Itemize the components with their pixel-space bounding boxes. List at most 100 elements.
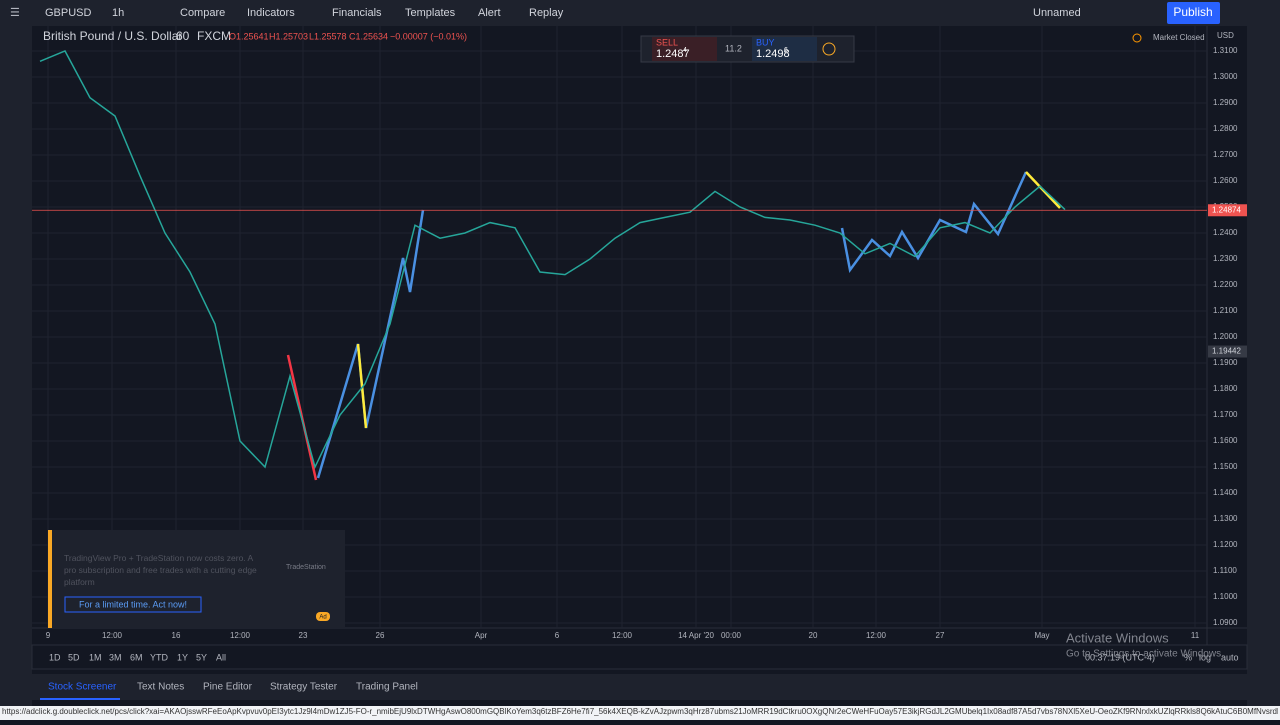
layout-name[interactable]: Unnamed [1033, 7, 1081, 19]
range-button[interactable]: 1D [49, 652, 61, 662]
sell-button[interactable] [652, 37, 717, 61]
toolbar-button[interactable]: Indicators [247, 7, 295, 19]
toolbar-button[interactable]: Replay [529, 7, 564, 19]
market-status: Market Closed [1153, 33, 1205, 42]
buy-label[interactable]: BUY [756, 37, 775, 47]
range-buttons: 1D 5D 1M 3M 6M YTD 1Y 5Y All [49, 652, 226, 662]
scale-option[interactable]: log [1199, 652, 1211, 662]
price-label: 1.1800 [1213, 384, 1238, 393]
left-toolbar [0, 26, 32, 706]
price-label: 1.2700 [1213, 150, 1238, 159]
grid [32, 26, 1207, 628]
toolbar-button[interactable]: Financials [332, 7, 382, 19]
tab[interactable]: Pine Editor [203, 682, 253, 693]
price-label: 1.1700 [1213, 410, 1238, 419]
time-label: 9 [46, 631, 51, 640]
range-button[interactable]: 1Y [177, 652, 188, 662]
price-label: 1.3100 [1213, 46, 1238, 55]
clock: 00:37:19 (UTC-4) [1085, 652, 1155, 662]
ad-brand: TradeStation [286, 564, 326, 571]
scale-option[interactable]: % [1184, 652, 1192, 662]
tab[interactable]: Stock Screener [48, 682, 117, 693]
range-button[interactable]: 5Y [196, 652, 207, 662]
tab[interactable]: Strategy Tester [270, 682, 338, 693]
menu-icon[interactable]: ☰ [10, 7, 20, 19]
spread: 11.2 [725, 43, 742, 53]
buy-pip[interactable]: 6 [784, 47, 788, 54]
legend-interval: 60 [176, 29, 190, 43]
crosshair-tag [1208, 345, 1247, 358]
time-label: 27 [936, 631, 945, 640]
ohlc: C1.25634 [349, 31, 388, 41]
price-label: 1.1900 [1213, 358, 1238, 367]
price-label: 1.1600 [1213, 436, 1238, 445]
range-bar [31, 644, 1248, 670]
instrument: British Pound / U.S. Dollar [43, 29, 182, 43]
range-button[interactable]: 3M [109, 652, 122, 662]
price-label: 1.2800 [1213, 124, 1238, 133]
time-label: 16 [172, 631, 181, 640]
sell-label[interactable]: SELL [656, 37, 678, 47]
drawing [316, 209, 425, 479]
time-label: 12:00 [866, 631, 887, 640]
range-button[interactable]: All [216, 652, 226, 662]
time-label: 20 [809, 631, 818, 640]
symbol[interactable]: GBPUSD [45, 7, 92, 19]
range-button[interactable]: YTD [150, 652, 169, 662]
toolbar-button[interactable]: Alert [478, 7, 501, 19]
legend-source: FXCM [197, 29, 231, 43]
sell-price[interactable]: 1.2487 [656, 48, 690, 60]
price-label: 1.2200 [1213, 280, 1238, 289]
price-label: 1.0900 [1213, 618, 1238, 627]
plot [32, 50, 1207, 470]
price-label: 1.1000 [1213, 592, 1238, 601]
ad-text-box: TradingView Pro + TradeStation now costs… [64, 553, 257, 587]
ad-button-label[interactable]: For a limited time. Act now! [79, 599, 187, 609]
price-label: 1.3000 [1213, 72, 1238, 81]
price-label: 1.2400 [1213, 228, 1238, 237]
tab[interactable]: Trading Panel [356, 682, 418, 693]
crosshair-label: 1.19442 [1212, 347, 1241, 356]
publish-button[interactable] [1167, 2, 1220, 24]
scale-option[interactable]: auto [1221, 652, 1239, 662]
price-label: 1.2100 [1213, 306, 1238, 315]
status-icon [1132, 33, 1142, 43]
drawing [356, 343, 368, 429]
interval[interactable]: 1h [112, 7, 124, 19]
toolbar-buttons: Compare Indicators Financials Templates Aler… [180, 7, 564, 19]
time-label: 6 [555, 631, 560, 640]
price-label: 1.1300 [1213, 514, 1238, 523]
drawing [840, 171, 1028, 274]
sell-pip[interactable]: 4 [683, 47, 687, 54]
time-label: 12:00 [230, 631, 251, 640]
buy-button[interactable] [752, 37, 817, 61]
last-price-label: 1.24874 [1212, 205, 1241, 214]
ad-accent [48, 530, 52, 628]
price-label: 1.2300 [1213, 254, 1238, 263]
tab[interactable]: Text Notes [137, 682, 184, 693]
range-button[interactable]: 1M [89, 652, 102, 662]
ad-button[interactable] [64, 596, 202, 613]
buy-price[interactable]: 1.2498 [756, 48, 790, 60]
time-label: Apr [475, 631, 488, 640]
ohlc: H1.25703 [269, 31, 308, 41]
toolbar-button[interactable]: Compare [180, 7, 225, 19]
toolbar-button[interactable]: Templates [405, 7, 456, 19]
range-button[interactable]: 6M [130, 652, 143, 662]
ad-text: TradingView Pro + TradeStation now costs… [64, 553, 257, 587]
tabs: Stock Screener Text Notes Pine Editor Strat… [40, 682, 418, 700]
time-label: 11 [1191, 631, 1200, 640]
price-line [39, 50, 1066, 470]
time-label: 12:00 [612, 631, 633, 640]
price-label: 1.2600 [1213, 176, 1238, 185]
ad-badge [316, 612, 330, 621]
ad-badge-label: Ad [319, 615, 326, 621]
publish-label[interactable]: Publish [1173, 5, 1212, 19]
status-url-box: https://adclick.g.doubleclick.net/pcs/cl… [2, 707, 1278, 716]
info-icon[interactable] [822, 42, 836, 56]
last-price-tag [1208, 204, 1247, 217]
time-label: 00:00 [721, 631, 742, 640]
range-button[interactable]: 5D [68, 652, 80, 662]
top-toolbar [0, 0, 1280, 26]
